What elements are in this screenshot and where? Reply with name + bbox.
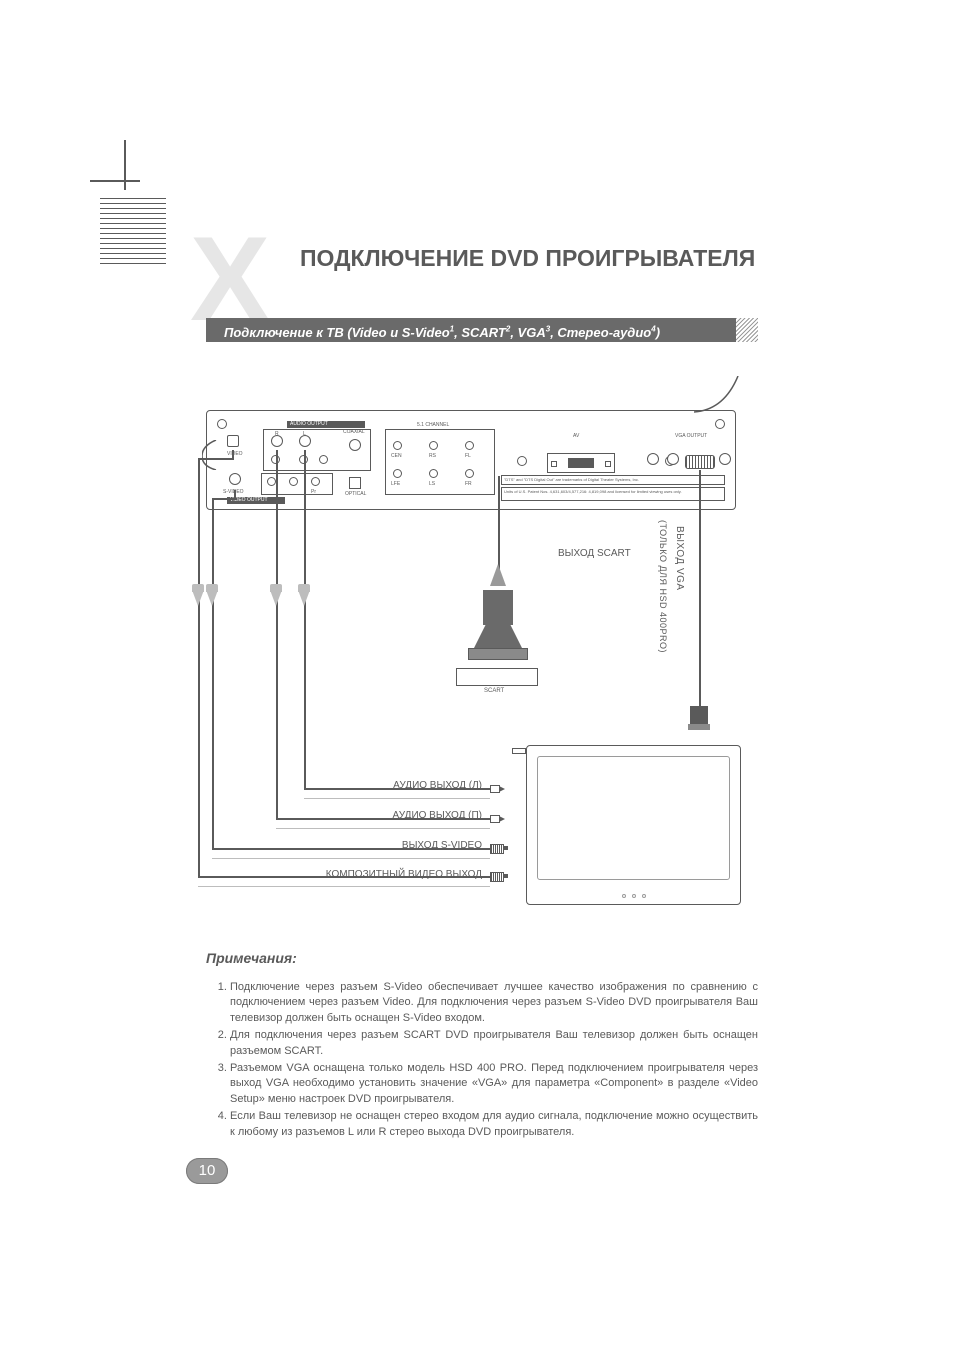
note-item: Подключение через разъем S-Video обеспеч…: [230, 980, 758, 1026]
screw-icon: [217, 419, 227, 429]
dts-note: "DTS" and "DTS Digital Out" are trademar…: [501, 475, 725, 485]
composite-plug-icon: [490, 871, 508, 881]
vga-screw-icon: [667, 453, 679, 465]
video-port: [227, 435, 239, 447]
coaxial-port: [349, 439, 361, 451]
svideo-plug-icon: [490, 843, 508, 853]
scart-jack-icon: [456, 668, 538, 686]
manual-page: X ПОДКЛЮЧЕНИЕ DVD ПРОИГРЫВАТЕЛЯ Подключе…: [0, 0, 954, 1348]
subtitle-bar: Подключение к ТВ (Video и S-Video1, SCAR…: [206, 318, 736, 342]
cen-port: [393, 441, 402, 450]
audio-output-label: AUDIO OUTPUT: [287, 421, 365, 428]
note-item: Если Ваш телевизор не оснащен стерео вхо…: [230, 1109, 758, 1140]
rca-plug-icon: [490, 783, 506, 793]
lfe-label: LFE: [391, 481, 400, 487]
vga-out-label: ВЫХОД VGA: [674, 526, 685, 591]
decorative-hatch: [100, 198, 166, 268]
page-number: 10: [186, 1158, 228, 1184]
optical-label: OPTICAL: [345, 491, 366, 497]
panel-edge-icon: [202, 440, 218, 470]
vga-plug-base: [688, 724, 710, 730]
optical-port: [349, 477, 361, 489]
tv-screen: [537, 756, 730, 880]
subtitle-hatch-icon: [736, 318, 758, 342]
y-port: [267, 477, 276, 486]
page-title: ПОДКЛЮЧЕНИЕ DVD ПРОИГРЫВАТЕЛЯ: [300, 245, 755, 272]
r-label: R: [275, 431, 279, 437]
audio-port: [319, 455, 328, 464]
cen-label: CEN: [391, 453, 402, 459]
vga-plug-icon: [690, 706, 708, 724]
scart-out-label: ВЫХОД SCART: [558, 548, 631, 559]
audio-l-label: АУДИО ВЫХОД (Л): [352, 780, 482, 791]
vga-port: [685, 455, 715, 469]
rca-plug-icon: [490, 813, 506, 823]
arrow-down-icon: [298, 590, 310, 606]
l-label: L: [303, 431, 306, 437]
scart-connector-icon: [468, 590, 528, 660]
svideo-port: [229, 473, 241, 485]
pr-port: [311, 477, 320, 486]
patent-note: Units of U.S. Patent Nos. 4,631,603/4,57…: [501, 487, 725, 501]
fr-label: FR: [465, 481, 472, 487]
notes-title: Примечания:: [206, 950, 297, 966]
arrow-down-icon: [192, 590, 204, 606]
ls-label: LS: [429, 481, 435, 487]
crop-mark-horizontal: [90, 180, 140, 182]
vga-note-label: (ТОЛЬКО ДЛЯ HSD 400PRO): [658, 520, 668, 653]
scart-jack-label: SCART: [484, 688, 504, 694]
fl-label: FL: [465, 453, 471, 459]
pb-port: [289, 477, 298, 486]
cable-curve-icon: [694, 376, 754, 416]
lfe-port: [393, 469, 402, 478]
video-label: VIDEO: [227, 451, 243, 457]
screw-icon: [517, 456, 527, 466]
subtitle-text: Подключение к ТВ (Video и S-Video1, SCAR…: [224, 325, 660, 340]
vga-screw-icon: [647, 453, 659, 465]
dvd-back-panel: AUDIO OUTPUT R L COAXIAL OPTICAL VIDEO S…: [206, 410, 736, 510]
arrow-down-icon: [270, 590, 282, 606]
composite-out-label: КОМПОЗИТНЫЙ ВИДЕО ВЫХОД: [294, 869, 482, 880]
tv-icon: [526, 745, 741, 905]
rs-port: [429, 441, 438, 450]
channel-box: [385, 429, 495, 495]
tv-button-icon: [642, 894, 646, 898]
av-label: AV: [573, 433, 579, 439]
ls-port: [429, 469, 438, 478]
vga-output-label: VGA OUTPUT: [675, 433, 707, 439]
av-scart-port: [547, 453, 615, 473]
connection-diagram: AUDIO OUTPUT R L COAXIAL OPTICAL VIDEO S…: [206, 390, 766, 920]
screw-icon: [715, 419, 725, 429]
tv-input-ports: [512, 748, 526, 782]
fr-port: [465, 469, 474, 478]
note-item: Разъемом VGA оснащена только модель HSD …: [230, 1061, 758, 1107]
rs-label: RS: [429, 453, 436, 459]
arrow-down-icon: [490, 564, 506, 586]
audio-r-label: АУДИО ВЫХОД (П): [352, 810, 482, 821]
fl-port: [465, 441, 474, 450]
arrow-down-icon: [206, 590, 218, 606]
svideo-out-label: ВЫХОД S-VIDEO: [352, 840, 482, 851]
pr-label: Pr: [311, 489, 316, 495]
vga-screw-icon: [719, 453, 731, 465]
notes-list: Подключение через разъем S-Video обеспеч…: [206, 980, 758, 1142]
channel-label: 5.1 CHANNEL: [417, 422, 449, 428]
tv-button-icon: [622, 894, 626, 898]
tv-button-icon: [632, 894, 636, 898]
coaxial-label: COAXIAL: [343, 429, 365, 435]
crop-mark-vertical: [124, 140, 126, 190]
note-item: Для подключения через разъем SCART DVD п…: [230, 1028, 758, 1059]
